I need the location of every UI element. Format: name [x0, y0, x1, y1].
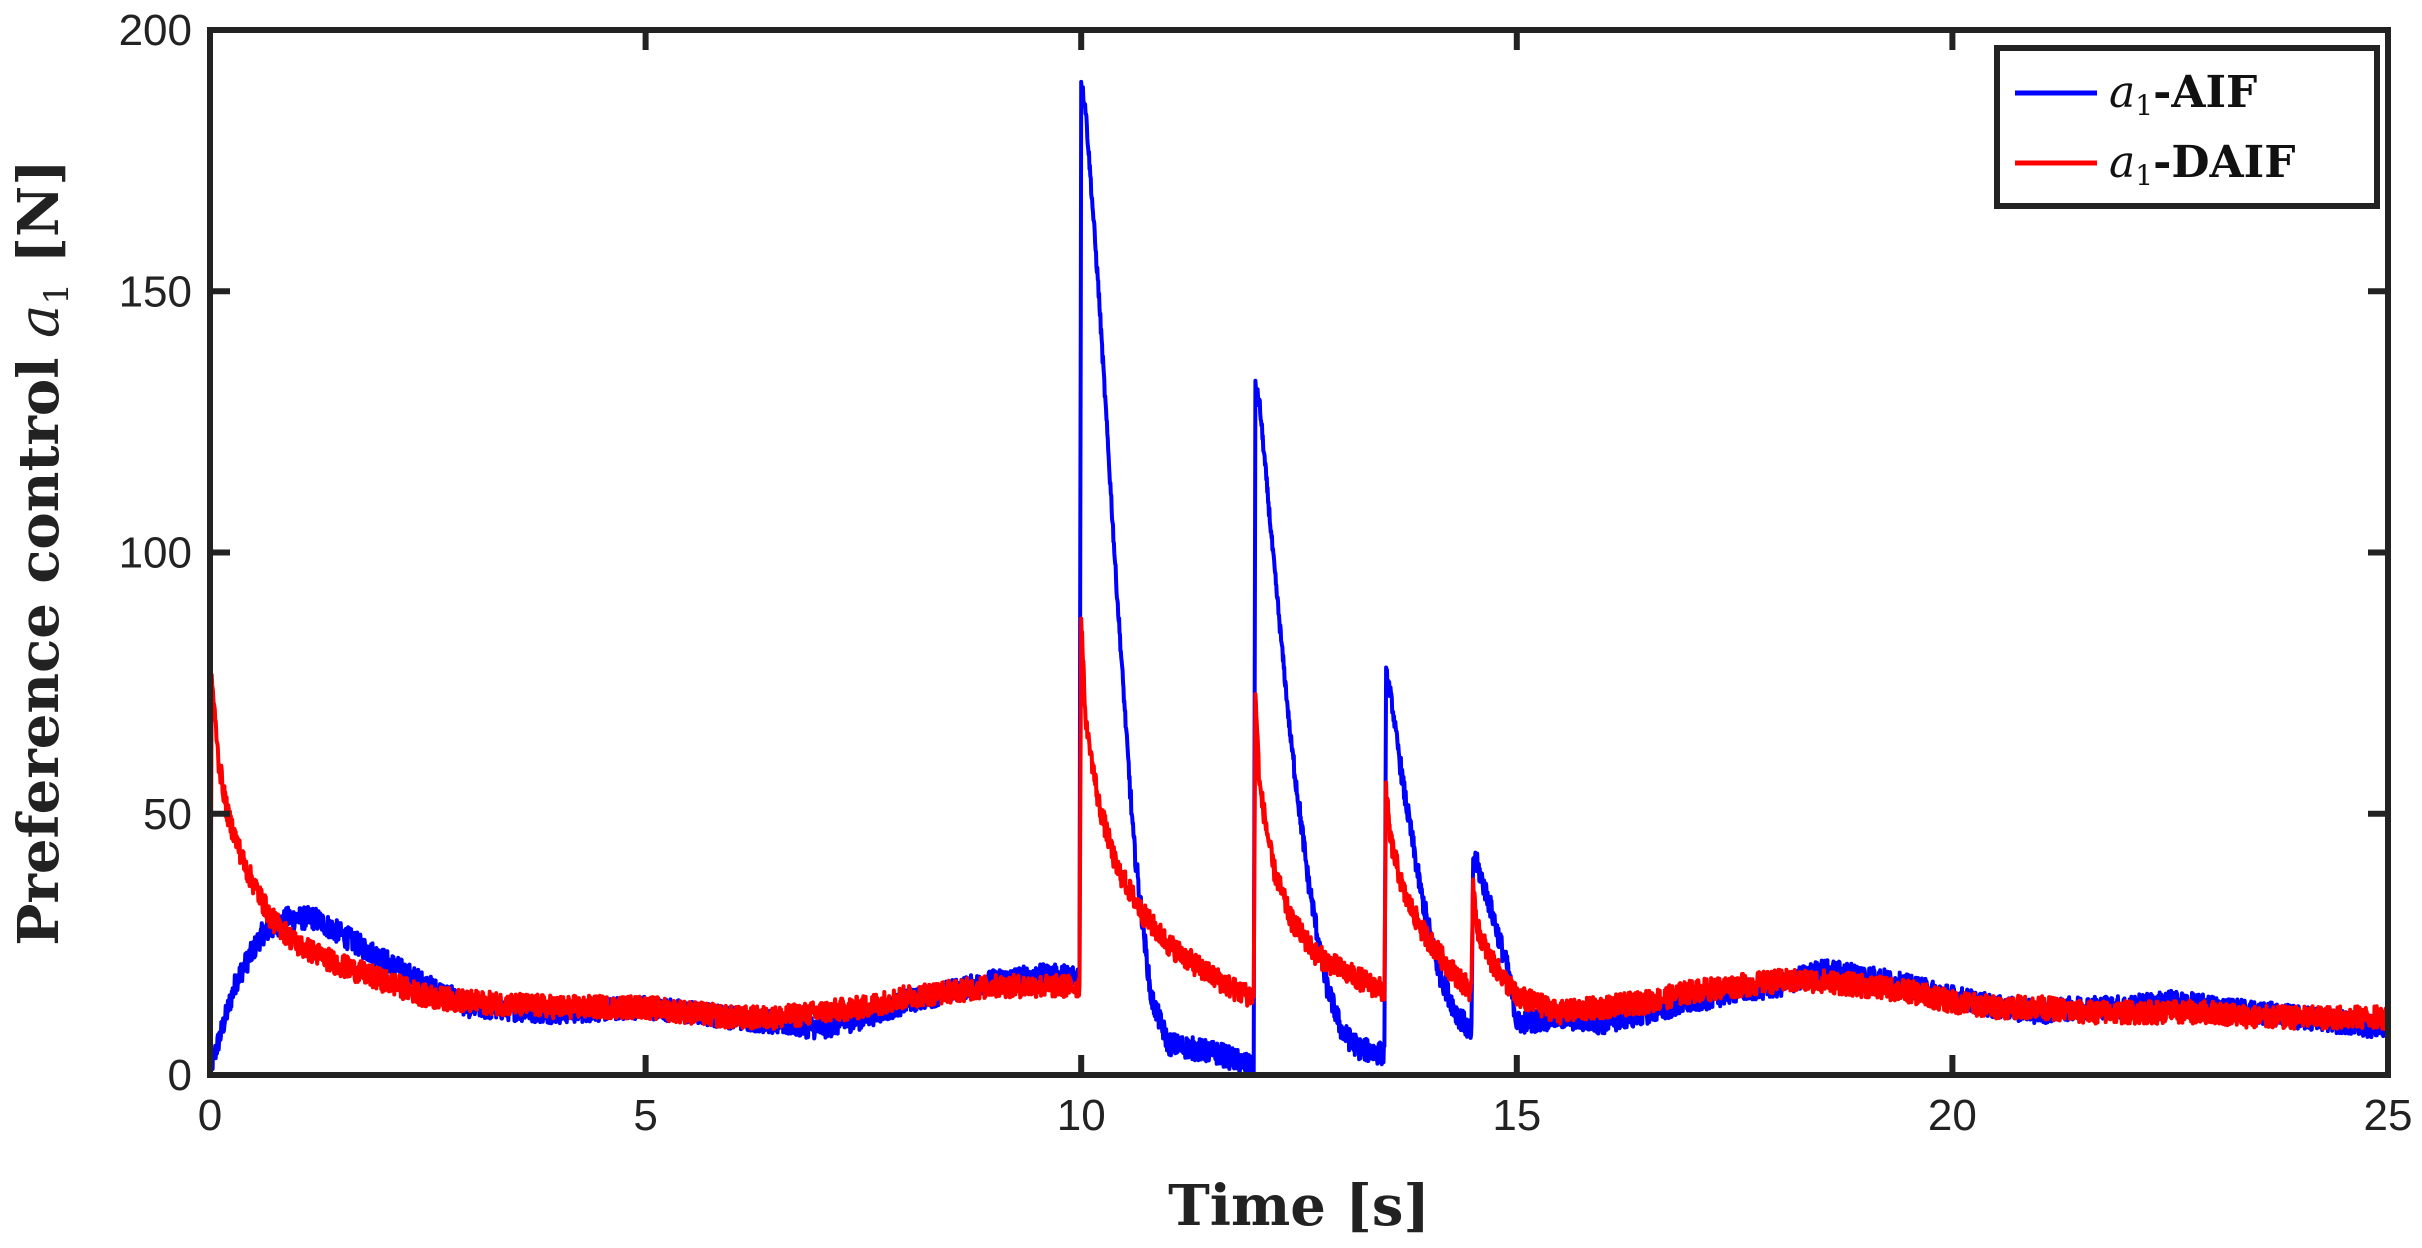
legend-label-daif-suffix: -DAIF — [2153, 137, 2295, 188]
series-line-daif — [208, 616, 2390, 1076]
legend-label-aif: a1-AIF — [2109, 67, 2257, 122]
y-tick-label: 0 — [168, 1051, 192, 1100]
y-tick-label: 150 — [119, 267, 192, 316]
ticks-layer: 0 5 10 15 20 25 0 50 100 150 200 — [119, 6, 2413, 1140]
legend: a1-AIF a1-DAIF — [1994, 45, 2380, 209]
legend-label-daif-var: a — [2109, 137, 2135, 188]
x-tick-label: 20 — [1928, 1091, 1977, 1140]
x-tick-label: 5 — [633, 1091, 657, 1140]
y-axis-title-sub: 1 — [37, 283, 77, 305]
series-layer — [208, 79, 2390, 1077]
y-axis-title-var: a — [7, 305, 72, 338]
legend-entry-aif: a1-AIF — [2015, 67, 2257, 122]
y-axis-title-suffix: [N] — [6, 159, 72, 283]
x-tick-label: 10 — [1057, 1091, 1106, 1140]
legend-label-aif-var: a — [2109, 67, 2135, 118]
y-axis-title: Preference control a1 [N] — [6, 159, 77, 945]
y-tick-label: 50 — [143, 790, 192, 839]
legend-label-daif-sub: 1 — [2135, 159, 2153, 192]
legend-box — [1994, 45, 2380, 209]
x-tick-label: 15 — [1492, 1091, 1541, 1140]
y-axis-title-prefix: Preference control — [6, 338, 72, 946]
y-tick-label: 200 — [119, 6, 192, 55]
y-tick-label: 100 — [119, 529, 192, 578]
x-tick-label: 0 — [198, 1091, 222, 1140]
x-tick-label: 25 — [2364, 1091, 2413, 1140]
legend-entry-daif: a1-DAIF — [2015, 137, 2295, 192]
legend-label-aif-sub: 1 — [2135, 89, 2153, 122]
legend-label-daif: a1-DAIF — [2109, 137, 2295, 192]
x-axis-title: Time [s] — [1168, 1173, 1430, 1239]
legend-label-aif-suffix: -AIF — [2153, 67, 2257, 118]
